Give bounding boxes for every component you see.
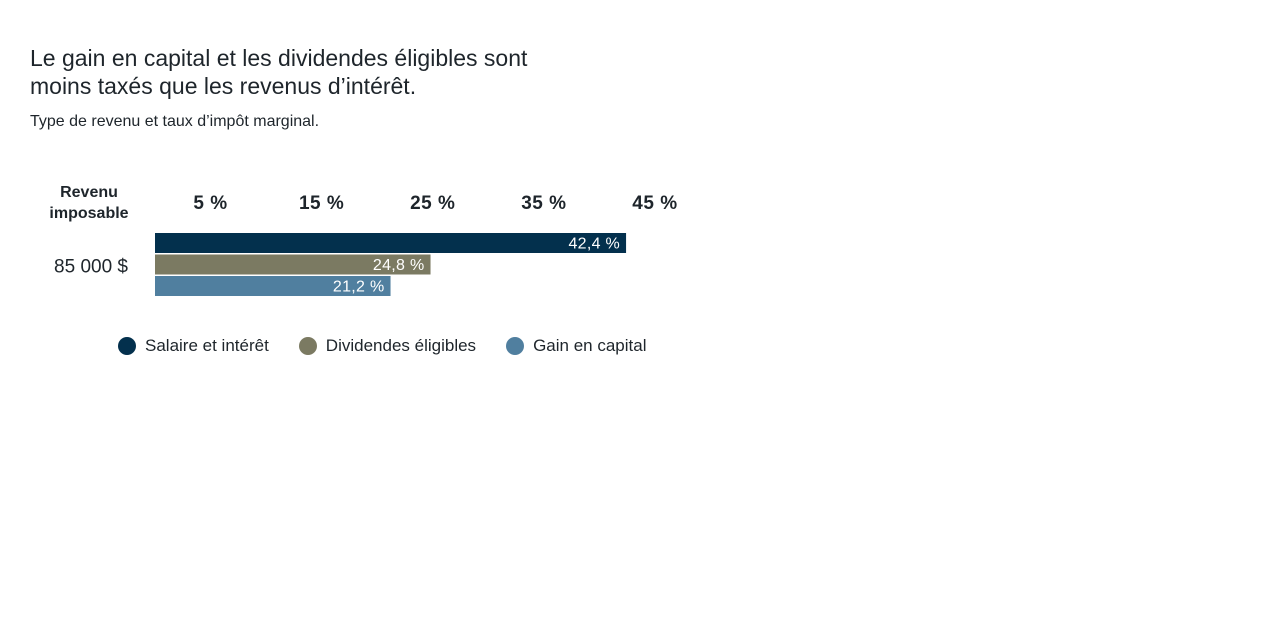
bar: [155, 254, 431, 275]
bar-data-label: 21,2 %: [333, 279, 385, 296]
x-tick-label: 5 %: [193, 193, 227, 214]
bar-data-label: 24,8 %: [373, 257, 425, 274]
legend-item: Gain en capital: [506, 336, 646, 356]
row-header: Revenu imposable: [49, 184, 128, 222]
x-tick-label: 35 %: [521, 193, 566, 214]
legend-item: Dividendes éligibles: [298, 336, 477, 356]
legend-label: Dividendes éligibles: [325, 336, 477, 355]
x-tick-label: 15 %: [299, 193, 344, 214]
legend-label: Salaire et intérêt: [145, 336, 269, 355]
category-label: 85 000 $: [54, 256, 128, 277]
bar: [155, 233, 627, 253]
chart-subtitle: Type de revenu et taux d’impôt marginal.: [30, 113, 320, 130]
legend-swatch: [118, 337, 136, 355]
x-tick-label: 45 %: [632, 193, 677, 214]
row-header-line: imposable: [49, 205, 128, 222]
legend-item: Salaire et intérêt: [118, 336, 269, 356]
bar-data-label: 42,4 %: [568, 236, 620, 253]
chart-legend: Salaire et intérêt Dividendes éligibles Ga…: [118, 336, 676, 356]
row-header-line: Revenu: [60, 184, 118, 201]
legend-swatch: [298, 337, 317, 355]
legend-swatch: [506, 337, 525, 355]
bar: [155, 276, 391, 296]
x-tick-label: 25 %: [410, 193, 455, 214]
chart-title: Le gain en capital et les dividendes éli…: [30, 45, 528, 99]
legend-label: Gain en capital: [533, 336, 647, 355]
